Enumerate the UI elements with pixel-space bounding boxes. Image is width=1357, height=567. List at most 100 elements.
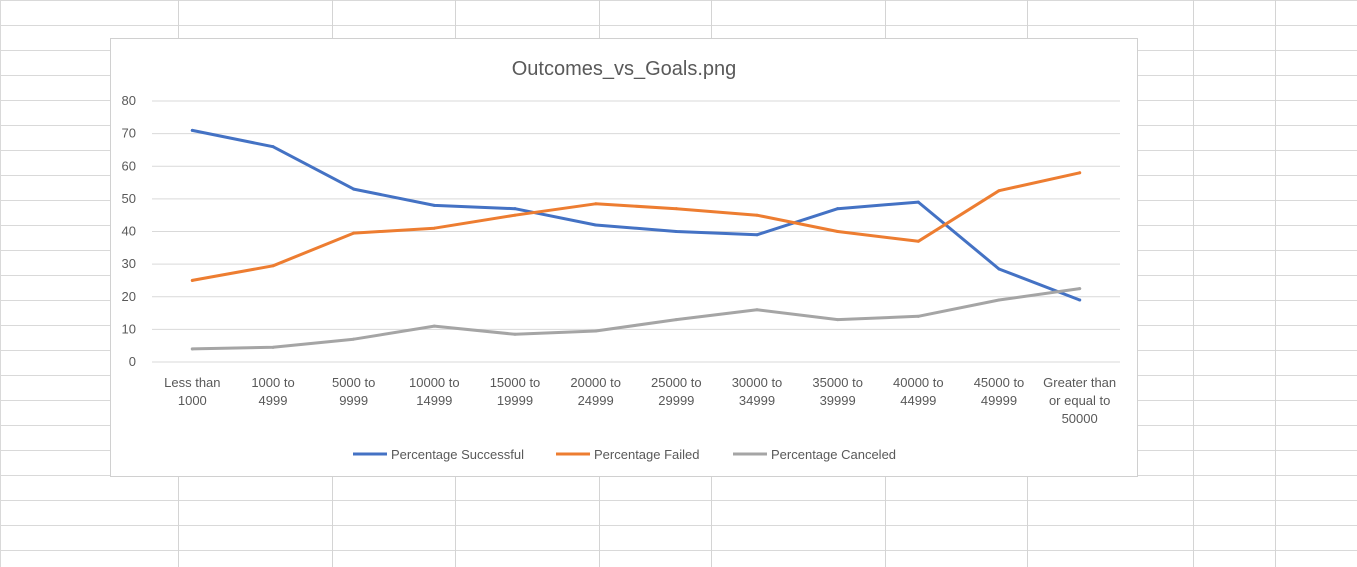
x-tick-label-line: or equal to: [1049, 393, 1110, 408]
x-tick-label-line: Greater than: [1043, 375, 1116, 390]
data-point[interactable]: [432, 324, 436, 328]
y-tick-label: 20: [122, 289, 136, 304]
y-tick-label: 30: [122, 256, 136, 271]
x-tick-label: 30000 to 34999: [732, 375, 783, 408]
x-tick-label-line: 19999: [497, 393, 533, 408]
gridlines: [152, 100, 1120, 363]
data-point[interactable]: [513, 207, 517, 211]
x-tick-label: 15000 to 19999: [490, 375, 541, 408]
series-line-percentage-failed[interactable]: [190, 171, 1082, 282]
data-point[interactable]: [513, 332, 517, 336]
data-point[interactable]: [755, 308, 759, 312]
x-tick-label-line: 30000 to: [732, 375, 783, 390]
x-tick-label-line: 39999: [820, 393, 856, 408]
x-tick-label: 45000 to 49999: [974, 375, 1025, 408]
data-point[interactable]: [916, 314, 920, 318]
data-point[interactable]: [271, 345, 275, 349]
legend-label: Percentage Failed: [594, 447, 700, 462]
x-tick-label-line: 40000 to: [893, 375, 944, 390]
data-point[interactable]: [836, 230, 840, 233]
legend-label: Percentage Successful: [391, 447, 524, 462]
y-axis-tick-labels: 0 10 20 30 40 50 60 70 80: [122, 93, 136, 369]
legend-item[interactable]: Percentage Successful: [353, 447, 524, 462]
x-tick-label-line: 45000 to: [974, 375, 1025, 390]
data-point[interactable]: [674, 230, 678, 233]
y-tick-label: 80: [122, 93, 136, 108]
data-point[interactable]: [594, 329, 598, 333]
y-tick-label: 40: [122, 224, 136, 239]
chart-area[interactable]: Outcomes_vs_Goals.png 0 10 20 30 40 50 60 70 80 …: [110, 38, 1138, 477]
x-tick-label-line: 34999: [739, 393, 775, 408]
legend-item[interactable]: Percentage Failed: [556, 447, 700, 462]
legend-item[interactable]: Percentage Canceled: [733, 447, 896, 462]
data-point[interactable]: [755, 233, 759, 237]
x-tick-label: 35000 to 39999: [812, 375, 863, 408]
chart-title: Outcomes_vs_Goals.png: [512, 58, 737, 80]
x-tick-label-line: Less than: [164, 375, 220, 390]
legend: Percentage Successful Percentage Failed Pe…: [353, 447, 896, 462]
line-chart: Outcomes_vs_Goals.png 01020304050607080 …: [122, 58, 1120, 462]
x-tick-label-line: 25000 to: [651, 375, 702, 390]
data-point[interactable]: [513, 213, 517, 217]
data-point[interactable]: [997, 298, 1001, 302]
data-point[interactable]: [271, 264, 275, 268]
x-tick-label: 1000 to 4999: [251, 375, 294, 408]
x-tick-label-line: 1000 to: [251, 375, 294, 390]
data-point[interactable]: [271, 145, 275, 149]
x-tick-label: 5000 to 9999: [332, 375, 375, 408]
y-tick-label: 10: [122, 321, 136, 336]
x-tick-label-line: 24999: [578, 393, 614, 408]
x-tick-label: 20000 to 24999: [570, 375, 621, 408]
x-tick-label: 40000 to 44999: [893, 375, 944, 408]
y-tick-label: 0: [129, 354, 136, 369]
data-point[interactable]: [836, 207, 840, 211]
x-tick-label-line: 29999: [658, 393, 694, 408]
data-point[interactable]: [997, 267, 1001, 271]
x-tick-label-line: 10000 to: [409, 375, 460, 390]
x-tick-label-line: 14999: [416, 393, 452, 408]
sheet-column-line: [1193, 0, 1194, 567]
x-tick-label-line: 49999: [981, 393, 1017, 408]
series-line-percentage-canceled[interactable]: [190, 287, 1082, 351]
data-point[interactable]: [190, 128, 194, 132]
series-line-percentage-successful[interactable]: [190, 128, 1082, 302]
x-tick-label-line: 20000 to: [570, 375, 621, 390]
x-tick-label: Greater than or equal to 50000: [1043, 375, 1116, 426]
legend-label: Percentage Canceled: [771, 447, 896, 462]
data-point[interactable]: [916, 239, 920, 243]
data-point[interactable]: [190, 278, 194, 282]
x-tick-label-line: 44999: [900, 393, 936, 408]
data-point[interactable]: [352, 231, 356, 235]
x-tick-label-line: 35000 to: [812, 375, 863, 390]
y-tick-label: 70: [122, 126, 136, 141]
data-point[interactable]: [190, 347, 194, 351]
x-tick-label-line: 4999: [259, 393, 288, 408]
y-tick-label: 60: [122, 158, 136, 173]
y-tick-label: 50: [122, 191, 136, 206]
series-lines: [190, 128, 1082, 351]
sheet-column-line: [1275, 0, 1276, 567]
data-point[interactable]: [1078, 287, 1082, 291]
data-point[interactable]: [432, 226, 436, 230]
data-point[interactable]: [1078, 298, 1082, 302]
x-tick-label-line: 5000 to: [332, 375, 375, 390]
x-axis-tick-labels: Less than 1000 1000 to 4999 5000 to 9999 10000…: [164, 375, 1116, 426]
x-tick-label-line: 15000 to: [490, 375, 541, 390]
data-point[interactable]: [1078, 171, 1082, 175]
x-tick-label-line: 1000: [178, 393, 207, 408]
x-tick-label: Less than 1000: [164, 375, 220, 408]
data-point[interactable]: [352, 187, 356, 191]
data-point[interactable]: [594, 223, 598, 227]
data-point[interactable]: [594, 202, 598, 206]
data-point[interactable]: [674, 318, 678, 322]
data-point[interactable]: [674, 207, 678, 211]
x-tick-label: 25000 to 29999: [651, 375, 702, 408]
x-tick-label-line: 50000: [1062, 411, 1098, 426]
x-tick-label-line: 9999: [339, 393, 368, 408]
data-point[interactable]: [836, 318, 840, 322]
data-point[interactable]: [916, 200, 920, 204]
data-point[interactable]: [432, 203, 436, 207]
data-point[interactable]: [755, 213, 759, 217]
data-point[interactable]: [997, 189, 1001, 193]
data-point[interactable]: [352, 337, 356, 341]
